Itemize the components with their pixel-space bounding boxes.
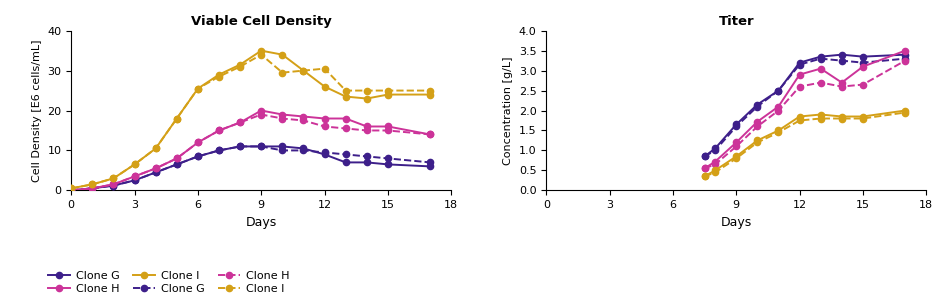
- Legend: Clone G, Clone H, Clone I, Clone G, Clone H, Clone I: Clone G, Clone H, Clone I, Clone G, Clon…: [44, 266, 294, 298]
- Title: Viable Cell Density: Viable Cell Density: [191, 15, 332, 28]
- Y-axis label: Cell Density [E6 cells/mL]: Cell Density [E6 cells/mL]: [32, 39, 42, 182]
- X-axis label: Days: Days: [721, 216, 751, 229]
- Title: Titer: Titer: [718, 15, 754, 28]
- X-axis label: Days: Days: [246, 216, 276, 229]
- Y-axis label: Concentration [g/L]: Concentration [g/L]: [504, 56, 513, 165]
